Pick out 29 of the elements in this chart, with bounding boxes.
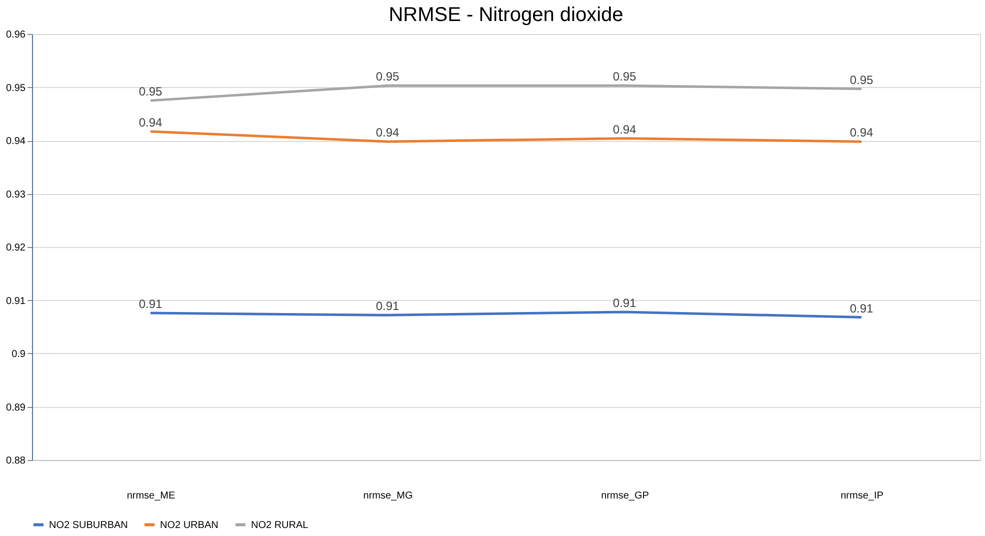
x-tick-label: nrmse_IP bbox=[840, 490, 884, 502]
legend-label: NO2 SUBURBAN bbox=[49, 520, 128, 531]
data-label: 0.95 bbox=[138, 84, 162, 99]
y-tick-label: 0.88 bbox=[6, 456, 26, 466]
data-label: 0.91 bbox=[850, 301, 874, 316]
data-label: 0.94 bbox=[376, 126, 400, 140]
data-label: 0.94 bbox=[850, 126, 874, 140]
data-label: 0.95 bbox=[850, 72, 874, 87]
data-label: 0.91 bbox=[612, 296, 636, 310]
legend-label: NO2 RURAL bbox=[251, 520, 309, 531]
y-tick-label: 0.93 bbox=[6, 189, 26, 200]
data-label: 0.91 bbox=[138, 297, 162, 312]
legend-label: NO2 URBAN bbox=[160, 520, 218, 531]
y-tick-label: 0.91 bbox=[6, 296, 26, 307]
data-label: 0.95 bbox=[376, 70, 400, 84]
y-tick-label: 0.89 bbox=[6, 402, 26, 414]
x-tick-label: nrmse_ME bbox=[126, 490, 176, 502]
y-tick-label: 0.92 bbox=[6, 242, 26, 254]
data-label: 0.94 bbox=[612, 122, 636, 136]
x-tick-label: nrmse_GP bbox=[601, 490, 650, 502]
data-label: 0.95 bbox=[612, 70, 636, 84]
y-tick-label: 0.95 bbox=[6, 82, 26, 94]
y-tick-label: 0.96 bbox=[6, 30, 26, 40]
x-tick-label: nrmse_MG bbox=[363, 490, 413, 502]
chart-title: NRMSE - Nitrogen dioxide bbox=[388, 4, 624, 26]
y-tick-label: 0.94 bbox=[6, 136, 26, 147]
data-label: 0.91 bbox=[376, 299, 400, 314]
y-tick-label: 0.9 bbox=[12, 349, 26, 360]
data-label: 0.94 bbox=[138, 115, 162, 130]
